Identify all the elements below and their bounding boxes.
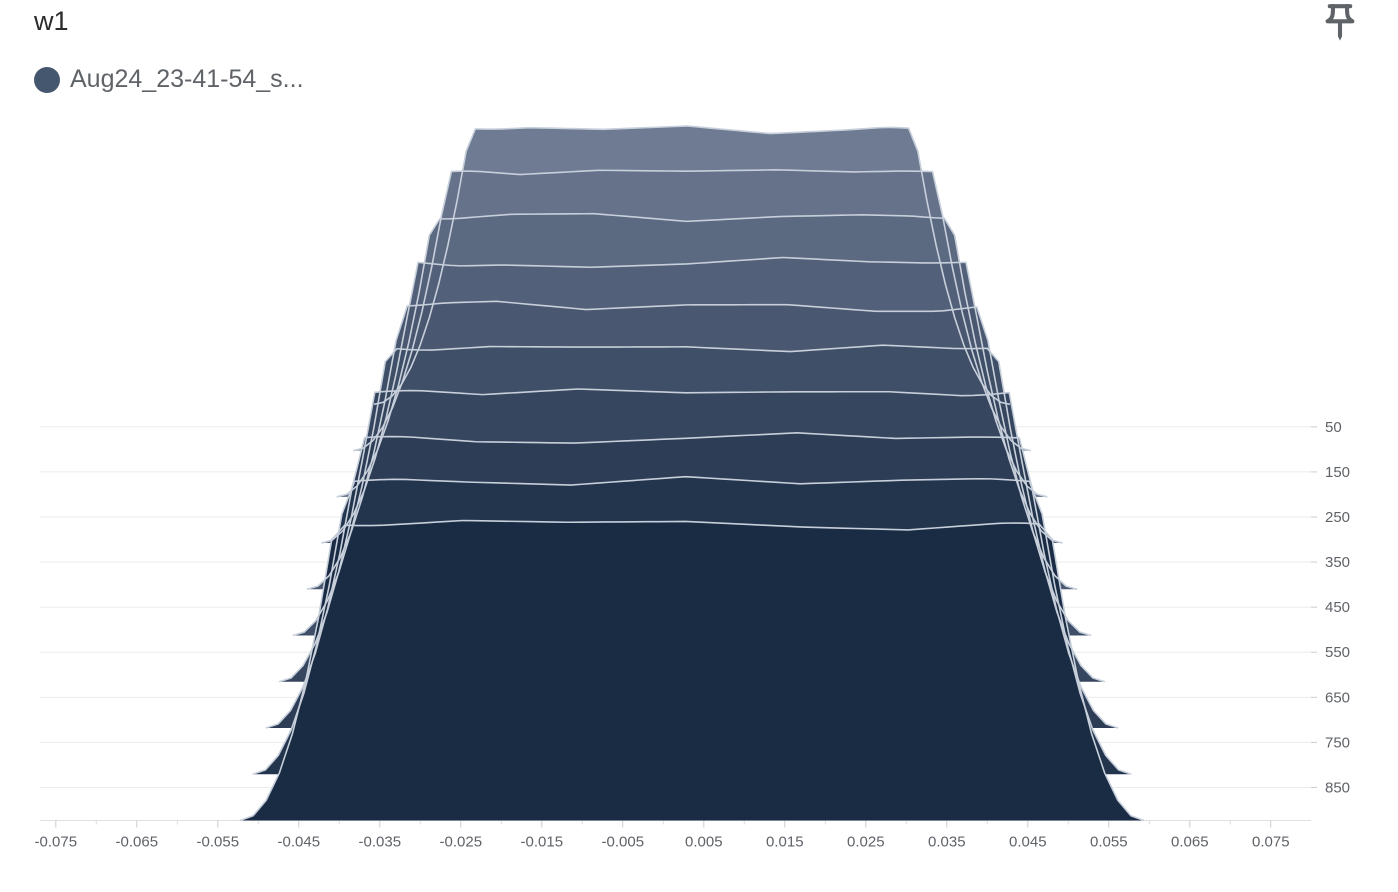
- svg-text:-0.045: -0.045: [278, 834, 321, 851]
- svg-text:0.045: 0.045: [1009, 834, 1047, 851]
- svg-text:-0.065: -0.065: [116, 834, 159, 851]
- svg-text:0.065: 0.065: [1171, 834, 1209, 851]
- svg-text:650: 650: [1325, 689, 1350, 706]
- svg-text:-0.055: -0.055: [197, 834, 240, 851]
- svg-text:0.025: 0.025: [847, 834, 885, 851]
- svg-text:-0.015: -0.015: [521, 834, 564, 851]
- svg-text:-0.075: -0.075: [35, 834, 78, 851]
- svg-text:150: 150: [1325, 464, 1350, 481]
- svg-text:850: 850: [1325, 779, 1350, 796]
- svg-text:0.015: 0.015: [766, 834, 804, 851]
- svg-text:450: 450: [1325, 599, 1350, 616]
- svg-text:0.055: 0.055: [1090, 834, 1128, 851]
- svg-text:-0.025: -0.025: [440, 834, 483, 851]
- svg-text:750: 750: [1325, 734, 1350, 751]
- svg-text:0.075: 0.075: [1252, 834, 1290, 851]
- svg-text:0.035: 0.035: [928, 834, 966, 851]
- svg-text:0.005: 0.005: [685, 834, 723, 851]
- svg-text:-0.035: -0.035: [359, 834, 402, 851]
- svg-text:350: 350: [1325, 554, 1350, 571]
- svg-text:250: 250: [1325, 509, 1350, 526]
- svg-text:50: 50: [1325, 419, 1342, 436]
- svg-text:-0.005: -0.005: [602, 834, 645, 851]
- svg-text:550: 550: [1325, 644, 1350, 661]
